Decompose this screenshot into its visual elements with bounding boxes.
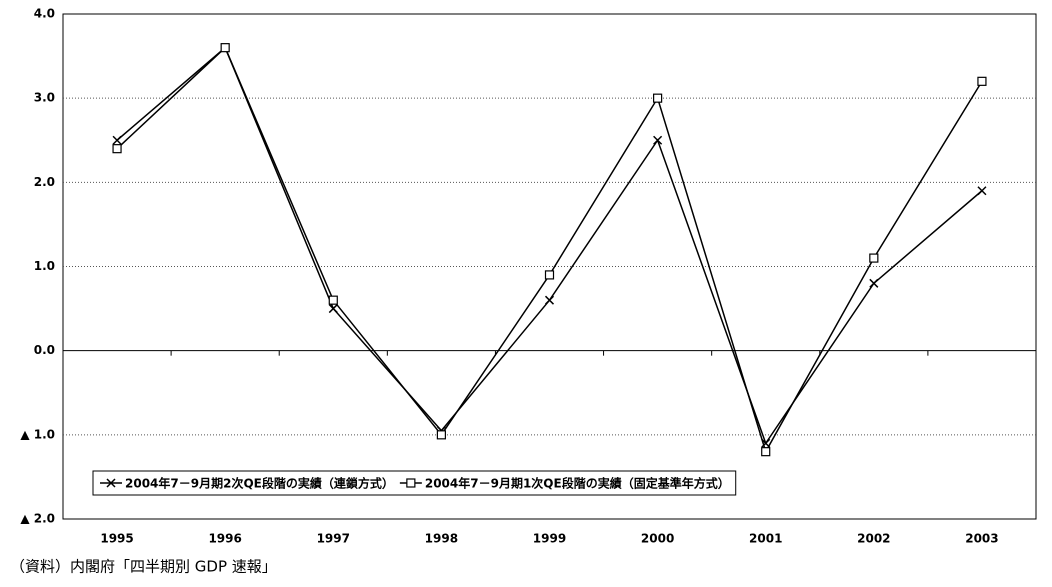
marker bbox=[406, 478, 416, 488]
marker bbox=[328, 304, 338, 314]
x-tick-label: 1995 bbox=[100, 532, 133, 546]
x-tick-label: 2001 bbox=[749, 532, 782, 546]
marker bbox=[328, 295, 338, 305]
y-tick-label: 4.0 bbox=[34, 7, 55, 21]
marker bbox=[112, 135, 122, 145]
marker bbox=[436, 430, 446, 440]
marker bbox=[977, 186, 987, 196]
marker bbox=[761, 447, 771, 457]
x-tick-label: 1998 bbox=[425, 532, 458, 546]
marker bbox=[106, 478, 116, 488]
marker bbox=[869, 253, 879, 263]
marker bbox=[544, 270, 555, 280]
y-tick-label: 2.0 bbox=[34, 175, 55, 189]
y-tick-label: ▲ 2.0 bbox=[20, 512, 55, 526]
marker bbox=[653, 93, 663, 103]
legend-label: 2004年7－9月期2次QE段階の実績（連鎖方式） bbox=[125, 476, 394, 491]
marker bbox=[220, 43, 230, 53]
y-tick-label: 3.0 bbox=[34, 91, 55, 105]
x-tick-label: 1997 bbox=[317, 532, 350, 546]
legend: 2004年7－9月期2次QE段階の実績（連鎖方式） 2004年7－9月期1次QE段… bbox=[92, 470, 737, 496]
x-tick-label: 1996 bbox=[208, 532, 241, 546]
marker bbox=[869, 278, 879, 288]
y-tick-label: 0.0 bbox=[34, 343, 55, 357]
marker bbox=[761, 438, 771, 448]
marker bbox=[112, 144, 122, 154]
series-line bbox=[116, 46, 983, 454]
marker bbox=[977, 76, 987, 86]
legend-label: 2004年7－9月期1次QE段階の実績（固定基準年方式） bbox=[425, 476, 730, 491]
source-note: （資料）内閣府「四半期別 GDP 速報」 bbox=[10, 558, 277, 576]
x-tick-label: 2002 bbox=[857, 532, 890, 546]
y-tick-label: 1.0 bbox=[34, 259, 55, 273]
marker bbox=[544, 295, 555, 305]
marker bbox=[653, 135, 663, 145]
x-tick-label: 1999 bbox=[533, 532, 566, 546]
x-tick-label: 2003 bbox=[965, 532, 998, 546]
x-tick-label: 2000 bbox=[641, 532, 674, 546]
series-line bbox=[116, 46, 983, 445]
y-tick-label: ▲ 1.0 bbox=[20, 427, 55, 441]
